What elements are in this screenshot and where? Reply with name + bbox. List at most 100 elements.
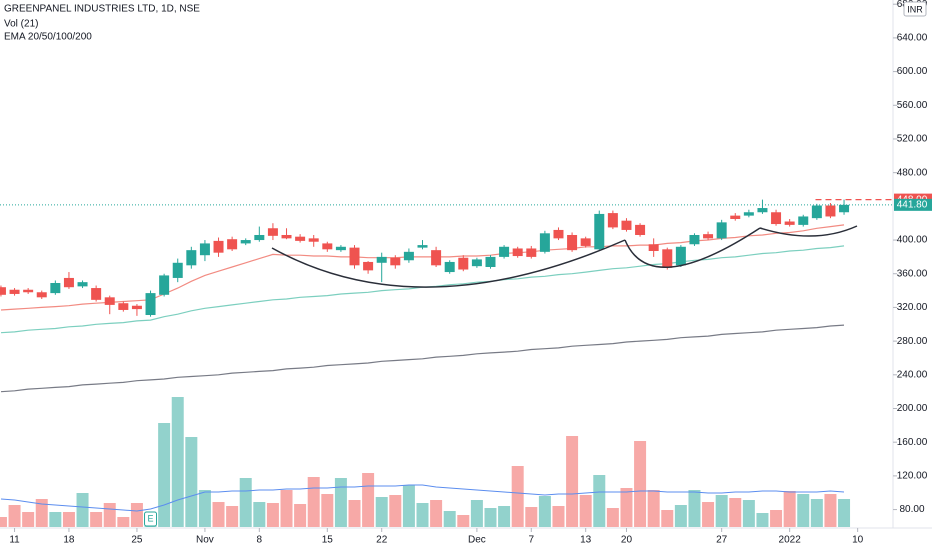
candle-body (444, 261, 455, 273)
y-tick-label: 240.00 (897, 369, 928, 380)
volume-bar (702, 502, 715, 527)
volume-bar (389, 495, 402, 527)
candle-body (662, 249, 673, 268)
handle-curve (624, 227, 761, 268)
volume-bar (307, 477, 320, 527)
candle-body (227, 239, 238, 250)
candle-body (798, 216, 809, 225)
candle-body (839, 204, 850, 213)
volume-bar (525, 507, 538, 527)
volume-bar (715, 495, 728, 527)
candle-body (349, 247, 360, 266)
y-tick-label: 640.00 (897, 33, 928, 44)
y-tick-label: 320.00 (897, 302, 928, 313)
candle-body (526, 248, 537, 257)
y-tick-label: 560.00 (897, 100, 928, 111)
volume-bar (552, 506, 565, 527)
volume-bar (538, 496, 551, 527)
volume-bar (620, 488, 633, 527)
candle-body (104, 297, 115, 305)
volume-bar (647, 490, 660, 527)
candle-body (580, 238, 591, 246)
candle-body (675, 246, 686, 266)
volume-bar (593, 475, 606, 527)
volume-bar (756, 513, 769, 527)
x-tick-label: 8 (257, 535, 263, 546)
volume-bar (90, 512, 103, 527)
candle-body (458, 257, 469, 270)
candle-body (539, 233, 550, 252)
volume-bar (348, 500, 361, 527)
volume-bar (362, 473, 375, 527)
volume-bar (674, 505, 687, 527)
y-tick-label: 480.00 (897, 167, 928, 178)
chart-title: GREENPANEL INDUSTRIES LTD, 1D, NSE (4, 4, 200, 15)
candle-body (390, 257, 401, 266)
currency-label[interactable]: INR (907, 4, 923, 14)
candle-body (213, 240, 224, 253)
cup-curve (271, 239, 626, 288)
candle-body (322, 243, 333, 250)
candle-body (471, 259, 482, 267)
volume-bar (0, 517, 7, 527)
candle-body (648, 244, 659, 251)
volume-bar (49, 512, 62, 527)
volume-bar (511, 466, 524, 527)
y-tick-label: 280.00 (897, 336, 928, 347)
candle-body (567, 234, 578, 251)
volume-bar (443, 511, 456, 527)
candle-body (499, 246, 510, 257)
y-tick-label: 200.00 (897, 403, 928, 414)
volume-bar (239, 478, 252, 527)
volume-bar (783, 491, 796, 527)
candle-body (186, 250, 197, 266)
x-tick-label: 11 (9, 535, 20, 546)
candle-body (308, 238, 319, 242)
candle-body (295, 236, 306, 241)
volume-bar (498, 506, 511, 527)
candle-body (254, 234, 265, 241)
volume-bar (334, 478, 347, 527)
volume-bar (566, 436, 579, 527)
candle-body (267, 228, 278, 236)
x-tick-label: 2022 (779, 535, 802, 546)
candle-body (811, 205, 822, 219)
volume-bar (266, 503, 279, 527)
x-tick-label: 10 (852, 535, 864, 546)
candle-body (771, 212, 782, 225)
volume-bar (35, 499, 48, 527)
volume-bar (212, 502, 225, 527)
indicator-label: Vol (21) (4, 19, 38, 30)
volume-bar (321, 494, 334, 527)
candle-body (118, 303, 129, 310)
x-tick-label: 7 (529, 535, 535, 546)
candle-body (607, 213, 618, 228)
candle-layer (0, 199, 850, 317)
volume-bar (117, 517, 130, 527)
volume-bar (742, 500, 755, 527)
x-tick-label: 25 (131, 535, 143, 546)
volume-bar (76, 493, 89, 527)
volume-bar (634, 441, 647, 527)
candle-body (199, 243, 210, 256)
x-tick-label: 15 (322, 535, 334, 546)
volume-bar (810, 499, 823, 527)
volume-ma-line (0, 484, 845, 512)
volume-bar (8, 505, 21, 527)
candle-body (512, 248, 523, 257)
y-tick-label: 360.00 (897, 268, 928, 279)
earnings-marker[interactable] (144, 511, 158, 527)
candle-body (757, 208, 768, 213)
candle-body (417, 245, 428, 248)
volume-bar (824, 494, 837, 527)
candle-body (431, 250, 442, 266)
candle-body (403, 251, 414, 261)
x-tick-label: Nov (196, 535, 214, 546)
currency-badge[interactable] (903, 1, 927, 17)
volume-bar (158, 423, 171, 527)
x-tick-label: Dec (468, 535, 486, 546)
volume-bar (688, 490, 701, 527)
volume-bar (375, 497, 388, 527)
candle-body (716, 222, 727, 239)
candle-body (240, 240, 251, 244)
